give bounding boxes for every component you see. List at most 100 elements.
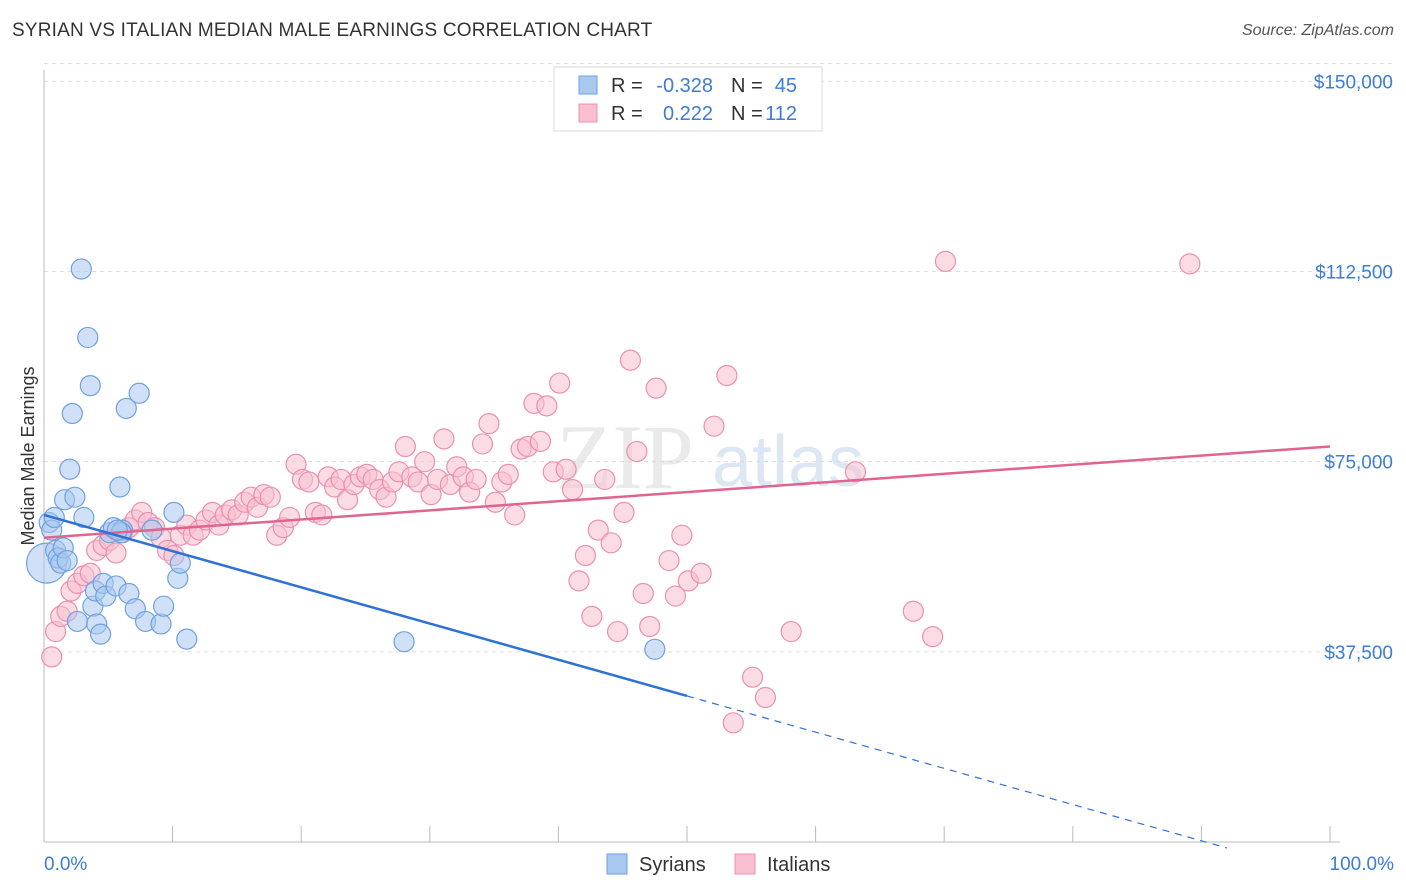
syrians-point <box>79 375 101 397</box>
gridlines <box>44 63 1394 653</box>
italians-point <box>574 544 597 567</box>
italians-point <box>105 542 127 564</box>
italians-point <box>594 468 616 491</box>
italians-point <box>600 532 622 554</box>
italians-point <box>703 415 725 437</box>
legend-r-label-italians: R = <box>611 103 643 125</box>
y-tick-labels: $37,500 $75,000 $112,500 $150,000 <box>1314 72 1393 663</box>
syrians-point <box>56 549 78 572</box>
syrians-point <box>150 613 172 635</box>
italians-point <box>311 504 333 526</box>
syrians-point <box>128 382 150 404</box>
italians-point <box>568 570 590 592</box>
y-tick-label: $112,500 <box>1315 263 1393 284</box>
italians-point <box>414 451 436 473</box>
legend-r-value-italians: 0.222 <box>663 103 713 125</box>
syrians-point <box>77 326 99 349</box>
y-tick-label: $37,500 <box>1324 643 1393 664</box>
italians-point <box>626 440 648 463</box>
syrians-points <box>25 258 666 660</box>
source-credit: Source: ZipAtlas.com <box>1241 22 1394 39</box>
watermark: ZIP atlas <box>556 406 864 508</box>
italians-point <box>497 463 519 485</box>
legend-swatch-italians <box>578 103 598 123</box>
legend-r-value-syrians: -0.328 <box>656 75 713 97</box>
italians-point <box>639 615 661 638</box>
bottom-legend-label-syrians: Syrians <box>639 854 706 876</box>
syrians-point <box>152 595 175 617</box>
bottom-legend-label-italians: Italians <box>767 854 830 876</box>
legend-box <box>553 66 823 132</box>
syrians-point <box>393 631 415 653</box>
italians-point <box>433 428 455 450</box>
italians-point <box>298 471 320 493</box>
italians-point <box>658 549 680 572</box>
watermark-atlas: atlas <box>712 422 864 502</box>
syrians-point <box>73 506 95 529</box>
italians-point <box>478 413 500 435</box>
y-tick-label: $75,000 <box>1324 453 1393 474</box>
bottom-legend-swatch-syrians <box>606 853 628 875</box>
y-tick-label: $150,000 <box>1314 72 1393 93</box>
correlation-legend: R = -0.328 N = 45 R = 0.222 N = 112 <box>553 66 823 132</box>
italians-point <box>259 486 281 508</box>
italians-point <box>690 562 712 584</box>
bottom-legend-swatch-italians <box>734 853 756 875</box>
italians-point <box>1179 253 1201 275</box>
x-tick-label-min: 0.0% <box>44 854 87 875</box>
italians-point <box>587 519 609 541</box>
y-axis-label: Median Male Earnings <box>18 366 38 545</box>
legend-swatch-syrians <box>578 75 598 95</box>
syrians-point <box>64 486 86 508</box>
syrians-point <box>61 402 83 425</box>
italians-point <box>664 585 687 607</box>
italians-point <box>934 250 957 272</box>
series-legend: Syrians Italians <box>606 853 830 876</box>
syrians-point <box>644 638 666 660</box>
italians-point <box>41 646 63 668</box>
italians-point <box>722 712 744 734</box>
italians-point <box>632 582 654 605</box>
italians-point <box>529 430 551 452</box>
syrians-point <box>163 501 185 523</box>
x-tick-marks <box>172 826 1331 842</box>
italians-point <box>581 605 603 627</box>
italians-point <box>465 468 487 491</box>
syrians-point <box>115 397 137 420</box>
italians-point <box>716 364 738 387</box>
italians-point <box>504 504 526 526</box>
italians-point <box>754 686 777 709</box>
italians-point <box>606 620 629 643</box>
syrians-trend-line <box>43 513 688 698</box>
italians-point <box>471 433 494 455</box>
italians-point <box>671 524 693 546</box>
x-tick-label-max: 100.0% <box>1330 854 1395 875</box>
italians-point <box>555 458 577 480</box>
italians-point <box>922 626 944 648</box>
chart-title: SYRIAN VS ITALIAN MEDIAN MALE EARNINGS C… <box>12 20 653 41</box>
legend-n-label-italians: N = <box>731 103 763 125</box>
italians-point <box>561 478 584 501</box>
italians-points <box>41 250 1201 734</box>
syrians-point <box>89 623 112 645</box>
italians-point <box>741 666 764 688</box>
syrians-point <box>70 258 92 280</box>
italians-point <box>844 461 867 483</box>
syrians-point <box>59 458 81 480</box>
trend-lines <box>43 445 1331 849</box>
syrians-trend-extension <box>686 695 1228 849</box>
italians-point <box>279 506 301 529</box>
italians-point <box>394 435 416 458</box>
italians-point <box>645 377 667 399</box>
italians-point <box>484 491 506 513</box>
italians-point <box>902 600 924 622</box>
syrians-point <box>66 610 89 633</box>
legend-n-value-italians: 112 <box>765 103 797 125</box>
syrians-point <box>176 628 198 650</box>
italians-point <box>536 395 558 417</box>
legend-n-label-syrians: N = <box>731 75 763 97</box>
axes <box>43 70 1340 843</box>
italians-point <box>549 372 571 394</box>
legend-r-label-syrians: R = <box>611 75 643 97</box>
